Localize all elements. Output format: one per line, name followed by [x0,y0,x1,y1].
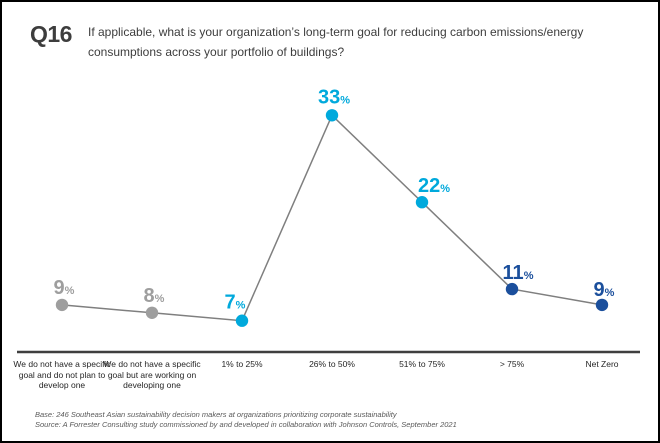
data-point [325,109,339,122]
footnote: Base: 246 Southeast Asian sustainability… [35,410,457,430]
value-label: 9% [594,279,615,301]
question-text: If applicable, what is your organization… [87,25,584,59]
data-point [415,196,429,209]
question-number: Q16 [30,21,72,47]
value-label: 9% [54,277,75,299]
footnote-source: Source: A Forrester Consulting study com… [35,420,457,429]
data-point [235,314,249,327]
value-label: 8% [144,285,165,307]
data-point [595,298,609,312]
value-label: 7% [225,292,246,314]
value-label: 33% [318,86,350,108]
data-point [55,298,69,312]
data-point [145,306,159,319]
value-label: 11% [503,262,534,284]
value-label: 22% [418,175,450,197]
footnote-base: Base: 246 Southeast Asian sustainability… [35,410,397,419]
data-point [505,282,519,296]
question-header: Q16 If applicable, what is your organiza… [30,22,636,62]
